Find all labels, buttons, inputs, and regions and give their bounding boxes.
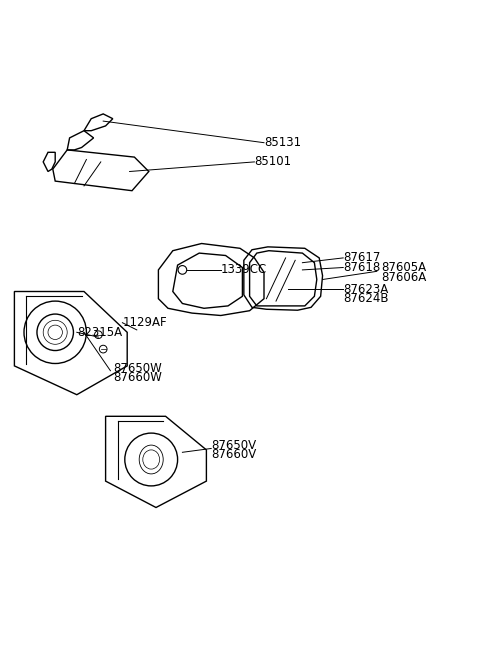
Text: 87606A: 87606A [382,271,427,284]
Text: 1129AF: 1129AF [122,316,167,329]
Text: 87660V: 87660V [211,448,256,461]
Text: 82315A: 82315A [77,326,122,339]
Text: 85101: 85101 [254,155,291,168]
Text: 87618: 87618 [343,261,381,274]
Text: 87660W: 87660W [113,371,162,384]
Text: 87650V: 87650V [211,439,256,451]
Text: 87650W: 87650W [113,362,162,375]
Text: 87617: 87617 [343,252,381,265]
Text: 87605A: 87605A [382,261,427,274]
Text: 87624B: 87624B [343,292,389,305]
Text: 85131: 85131 [264,136,301,149]
Text: 87623A: 87623A [343,282,388,295]
Text: 1339CC: 1339CC [221,263,267,276]
